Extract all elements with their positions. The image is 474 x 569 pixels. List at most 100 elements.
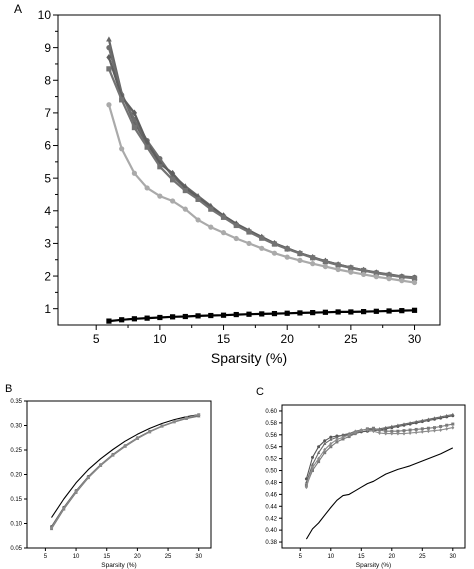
data-point [310, 462, 315, 466]
data-point [408, 428, 412, 432]
y-tick-label: 4 [44, 204, 51, 218]
data-point [106, 66, 112, 72]
data-point [411, 307, 418, 313]
data-point [432, 416, 437, 420]
data-point [310, 255, 316, 261]
x-tick-label: 15 [358, 554, 365, 560]
data-point [220, 312, 227, 318]
data-point [451, 425, 455, 430]
data-point [170, 198, 176, 204]
data-point [62, 506, 66, 510]
data-point [414, 430, 418, 435]
y-tick-label: 0.38 [265, 540, 277, 546]
data-point [311, 465, 314, 470]
data-point [335, 437, 339, 442]
data-point [323, 441, 327, 445]
y-tick-label: 0.52 [265, 457, 277, 463]
data-point [106, 102, 112, 108]
data-point [233, 311, 239, 318]
y-tick-label: 0.15 [10, 497, 22, 503]
data-point [329, 445, 333, 449]
y-tick-label: 7 [44, 106, 51, 120]
data-point [361, 271, 367, 278]
data-point [50, 526, 54, 530]
data-point [131, 316, 137, 322]
data-point [378, 431, 382, 435]
y-tick-label: 0.30 [10, 424, 22, 430]
y-tick-label: 5 [44, 171, 51, 185]
series-line [51, 414, 199, 529]
data-point [170, 169, 176, 177]
data-point [310, 261, 316, 267]
data-point [311, 469, 314, 473]
series-0 [305, 447, 454, 540]
data-point [361, 267, 367, 274]
data-point [445, 423, 449, 427]
series-5 [106, 307, 418, 324]
plot-frame [281, 404, 466, 549]
data-point [411, 279, 418, 286]
data-point [335, 262, 341, 268]
data-point [399, 274, 405, 280]
data-point [451, 412, 455, 416]
series-line [305, 415, 453, 480]
y-tick-label: 0.40 [265, 528, 277, 534]
data-point [390, 431, 394, 436]
data-point [426, 417, 431, 421]
data-point [396, 423, 400, 427]
data-point [329, 437, 333, 441]
data-point [359, 428, 363, 432]
data-point [144, 185, 150, 191]
plot-frame [26, 400, 212, 549]
series-4 [106, 102, 418, 286]
data-point [86, 475, 90, 479]
data-point [420, 429, 424, 434]
data-point [399, 308, 405, 314]
data-point [135, 436, 139, 440]
series-line [305, 447, 454, 540]
y-tick-label: 6 [44, 139, 51, 153]
data-point [144, 144, 150, 150]
data-point [172, 420, 176, 424]
data-point [408, 421, 412, 425]
y-tick-label: 1 [44, 302, 51, 316]
data-point [220, 230, 227, 236]
data-point [335, 435, 339, 439]
x-tick-label: 15 [103, 554, 110, 560]
y-tick-label: 2 [44, 269, 51, 283]
x-tick-label: 20 [281, 332, 295, 346]
data-point [390, 429, 394, 433]
y-tick-label: 0.05 [10, 546, 22, 552]
data-point [208, 206, 214, 212]
panel-b: B 5 10 15 20 25 30 0.05 0.10 0.15 0.20 0.25 0.30 0.3… [5, 383, 212, 569]
y-tick-label: 0.54 [265, 445, 277, 451]
data-point [182, 187, 188, 194]
data-point [445, 413, 449, 417]
data-point [208, 224, 214, 230]
data-point [182, 313, 188, 320]
x-tick-label: 5 [93, 332, 100, 346]
x-tick-label: 30 [195, 554, 202, 560]
y-tick-label: 0.44 [265, 504, 277, 510]
data-point [322, 309, 328, 315]
series-line [51, 415, 199, 527]
y-tick-label: 0.10 [10, 522, 22, 528]
data-point [157, 164, 163, 170]
data-point [259, 245, 265, 251]
series-1 [50, 414, 201, 528]
data-point [384, 431, 388, 436]
x-tick-label: 25 [344, 332, 358, 346]
data-point [347, 432, 351, 437]
data-point [106, 54, 112, 61]
series-line [51, 415, 199, 530]
data-point [373, 270, 379, 276]
data-point [182, 206, 188, 212]
data-point [157, 193, 163, 199]
x-tick-label: 30 [408, 332, 422, 346]
data-point [348, 309, 354, 315]
plot-frame [57, 14, 441, 326]
y-tick-label: 0.58 [265, 421, 277, 427]
data-point [197, 413, 201, 417]
data-point [365, 428, 369, 432]
data-point [396, 431, 400, 436]
